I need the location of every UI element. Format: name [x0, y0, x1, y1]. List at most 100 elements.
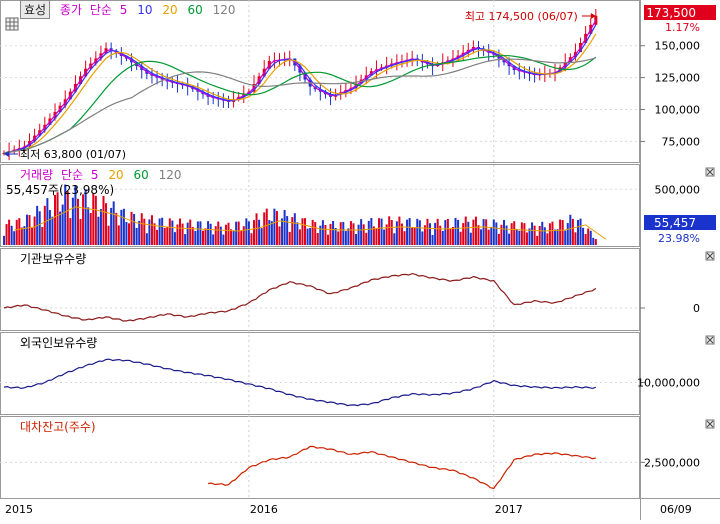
- volume-bar: [324, 224, 327, 245]
- volume-bar: [18, 218, 21, 245]
- volume-bar: [372, 226, 375, 245]
- volume-bar: [314, 222, 317, 245]
- legend-ma5: 5: [119, 3, 128, 17]
- volume-bar: [120, 209, 123, 245]
- volume-bar: [574, 232, 577, 245]
- volume-bar: [388, 216, 391, 245]
- volume-bar: [525, 232, 528, 245]
- grid-toggle-icon[interactable]: [5, 17, 19, 31]
- volume-bar: [582, 227, 585, 245]
- volume-bar: [329, 223, 332, 245]
- ma20-line: [3, 33, 597, 154]
- volume-bar: [301, 218, 304, 245]
- volume-bar: [462, 223, 465, 245]
- volume-bar: [360, 219, 363, 245]
- volume-bar: [69, 218, 72, 245]
- volume-bar: [523, 223, 526, 245]
- volume-bar: [38, 211, 41, 245]
- volume-bar: [281, 218, 284, 245]
- volume-bar: [286, 216, 289, 245]
- x-axis-label-2016: 2016: [250, 503, 278, 516]
- volume-bar: [515, 228, 518, 245]
- volume-bar: [148, 219, 151, 245]
- volume-bar: [538, 225, 541, 245]
- volume-bar: [533, 225, 536, 245]
- legend-vol-ma-type: 단순: [60, 168, 84, 182]
- low-arrow-icon: [4, 151, 9, 157]
- volume-bar: [82, 194, 85, 245]
- volume-bar: [500, 224, 503, 245]
- loan-title: 대차잔고(주수): [20, 420, 96, 434]
- volume-bar: [278, 226, 281, 245]
- volume-bar: [413, 227, 416, 245]
- volume-bar: [214, 226, 217, 245]
- volume-bar: [51, 216, 54, 245]
- volume-bar: [355, 233, 358, 245]
- volume-bar: [275, 211, 278, 245]
- stock-tab[interactable]: 효성: [20, 0, 51, 19]
- volume-bar: [270, 221, 273, 245]
- x-axis-last-date: 06/09: [660, 503, 692, 516]
- x-axis-label-2017: 2017: [495, 503, 523, 516]
- volume-ma20-line: [14, 206, 607, 240]
- volume-bar: [352, 223, 355, 245]
- volume-bar: [217, 221, 220, 245]
- volume-bar: [143, 218, 146, 245]
- volume-bar: [403, 231, 406, 245]
- volume-bar: [594, 239, 597, 245]
- volume-bar: [64, 184, 67, 245]
- volume-bar: [184, 234, 187, 245]
- volume-bar: [56, 192, 59, 245]
- volume-bar: [339, 222, 342, 245]
- volume-bar: [326, 234, 329, 245]
- volume-bar: [398, 216, 401, 245]
- volume-bar: [242, 226, 245, 245]
- volume-bar: [587, 228, 590, 245]
- volume-bar: [485, 219, 488, 245]
- volume-bar: [133, 213, 136, 245]
- volume-bar: [400, 223, 403, 245]
- volume-bar: [451, 226, 454, 245]
- foreign-close-icon-x: [706, 336, 714, 344]
- volume-bar: [176, 224, 179, 245]
- volume-bar: [189, 219, 192, 245]
- volume-bar: [122, 208, 125, 245]
- volume-bar: [209, 223, 212, 245]
- volume-bar: [337, 231, 340, 245]
- volume-bar: [84, 189, 87, 245]
- volume-bar: [258, 219, 261, 245]
- volume-close-icon-x: [706, 168, 714, 176]
- volume-bar: [288, 231, 291, 245]
- volume-bar: [31, 228, 34, 245]
- loan-axis-tick: 2,500,000: [644, 456, 700, 469]
- volume-bar: [245, 218, 248, 245]
- volume-bar: [561, 220, 564, 245]
- volume-bar: [505, 225, 508, 245]
- legend-ma60: 60: [187, 3, 203, 17]
- volume-bar: [10, 225, 13, 245]
- volume-bar: [296, 222, 299, 245]
- volume-bar: [306, 228, 309, 245]
- volume-bar: [15, 219, 18, 245]
- volume-bar: [441, 230, 444, 245]
- volume-bar: [110, 207, 113, 245]
- volume-bar: [59, 211, 62, 245]
- volume-bar: [298, 229, 301, 245]
- volume-bar: [3, 235, 5, 245]
- loan-close-icon-x: [706, 420, 714, 428]
- volume-bar: [492, 219, 495, 245]
- volume-bar: [97, 216, 100, 245]
- legend-vol-ma60: 60: [133, 168, 149, 182]
- volume-bar: [102, 195, 105, 245]
- volume-bar: [508, 233, 511, 245]
- volume-axis-tick: 500,000: [655, 183, 701, 196]
- volume-bar: [316, 232, 319, 245]
- volume-bar: [541, 221, 544, 245]
- volume-bar: [495, 222, 498, 245]
- volume-bar: [385, 224, 388, 245]
- volume-bar: [436, 218, 439, 245]
- volume-bar: [576, 219, 579, 245]
- high-arrow-icon: [590, 13, 596, 19]
- volume-bar: [546, 233, 549, 245]
